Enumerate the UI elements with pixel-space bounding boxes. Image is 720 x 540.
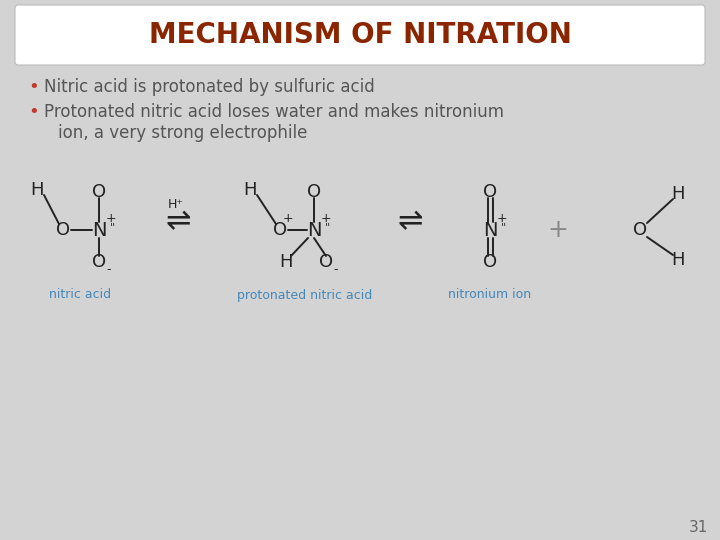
- Text: +: +: [497, 212, 508, 225]
- Text: H: H: [671, 185, 685, 203]
- Text: O: O: [273, 221, 287, 239]
- Text: N: N: [307, 220, 321, 240]
- Text: nitric acid: nitric acid: [49, 288, 111, 301]
- Text: H: H: [243, 181, 257, 199]
- Text: ion, a very strong electrophile: ion, a very strong electrophile: [58, 124, 307, 142]
- Text: H⁺: H⁺: [168, 198, 184, 211]
- Text: 31: 31: [688, 521, 708, 536]
- Text: +: +: [548, 218, 568, 242]
- Text: -: -: [334, 264, 338, 276]
- Text: '': '': [325, 222, 331, 232]
- Text: O: O: [307, 183, 321, 201]
- Text: protonated nitric acid: protonated nitric acid: [238, 288, 373, 301]
- Text: O: O: [92, 183, 106, 201]
- Text: nitronium ion: nitronium ion: [449, 288, 531, 301]
- Text: •: •: [28, 103, 39, 121]
- Text: ⇌: ⇌: [166, 207, 191, 237]
- Text: +: +: [320, 212, 331, 225]
- Text: -: -: [107, 264, 112, 276]
- FancyBboxPatch shape: [15, 5, 705, 65]
- Text: '': '': [110, 222, 116, 232]
- Text: +: +: [106, 212, 117, 225]
- Text: O: O: [92, 253, 106, 271]
- Text: MECHANISM OF NITRATION: MECHANISM OF NITRATION: [148, 21, 572, 49]
- Text: O: O: [483, 183, 497, 201]
- Text: +: +: [283, 212, 293, 225]
- Text: O: O: [56, 221, 70, 239]
- Text: H: H: [671, 251, 685, 269]
- Text: O: O: [319, 253, 333, 271]
- Text: H: H: [279, 253, 293, 271]
- Text: O: O: [483, 253, 497, 271]
- Text: Nitric acid is protonated by sulfuric acid: Nitric acid is protonated by sulfuric ac…: [44, 78, 374, 96]
- Text: O: O: [633, 221, 647, 239]
- Text: ⇌: ⇌: [397, 207, 423, 237]
- Text: H: H: [30, 181, 44, 199]
- Text: '': '': [501, 222, 507, 232]
- Text: N: N: [91, 220, 107, 240]
- Text: Protonated nitric acid loses water and makes nitronium: Protonated nitric acid loses water and m…: [44, 103, 504, 121]
- Text: •: •: [28, 78, 39, 96]
- Text: N: N: [482, 220, 498, 240]
